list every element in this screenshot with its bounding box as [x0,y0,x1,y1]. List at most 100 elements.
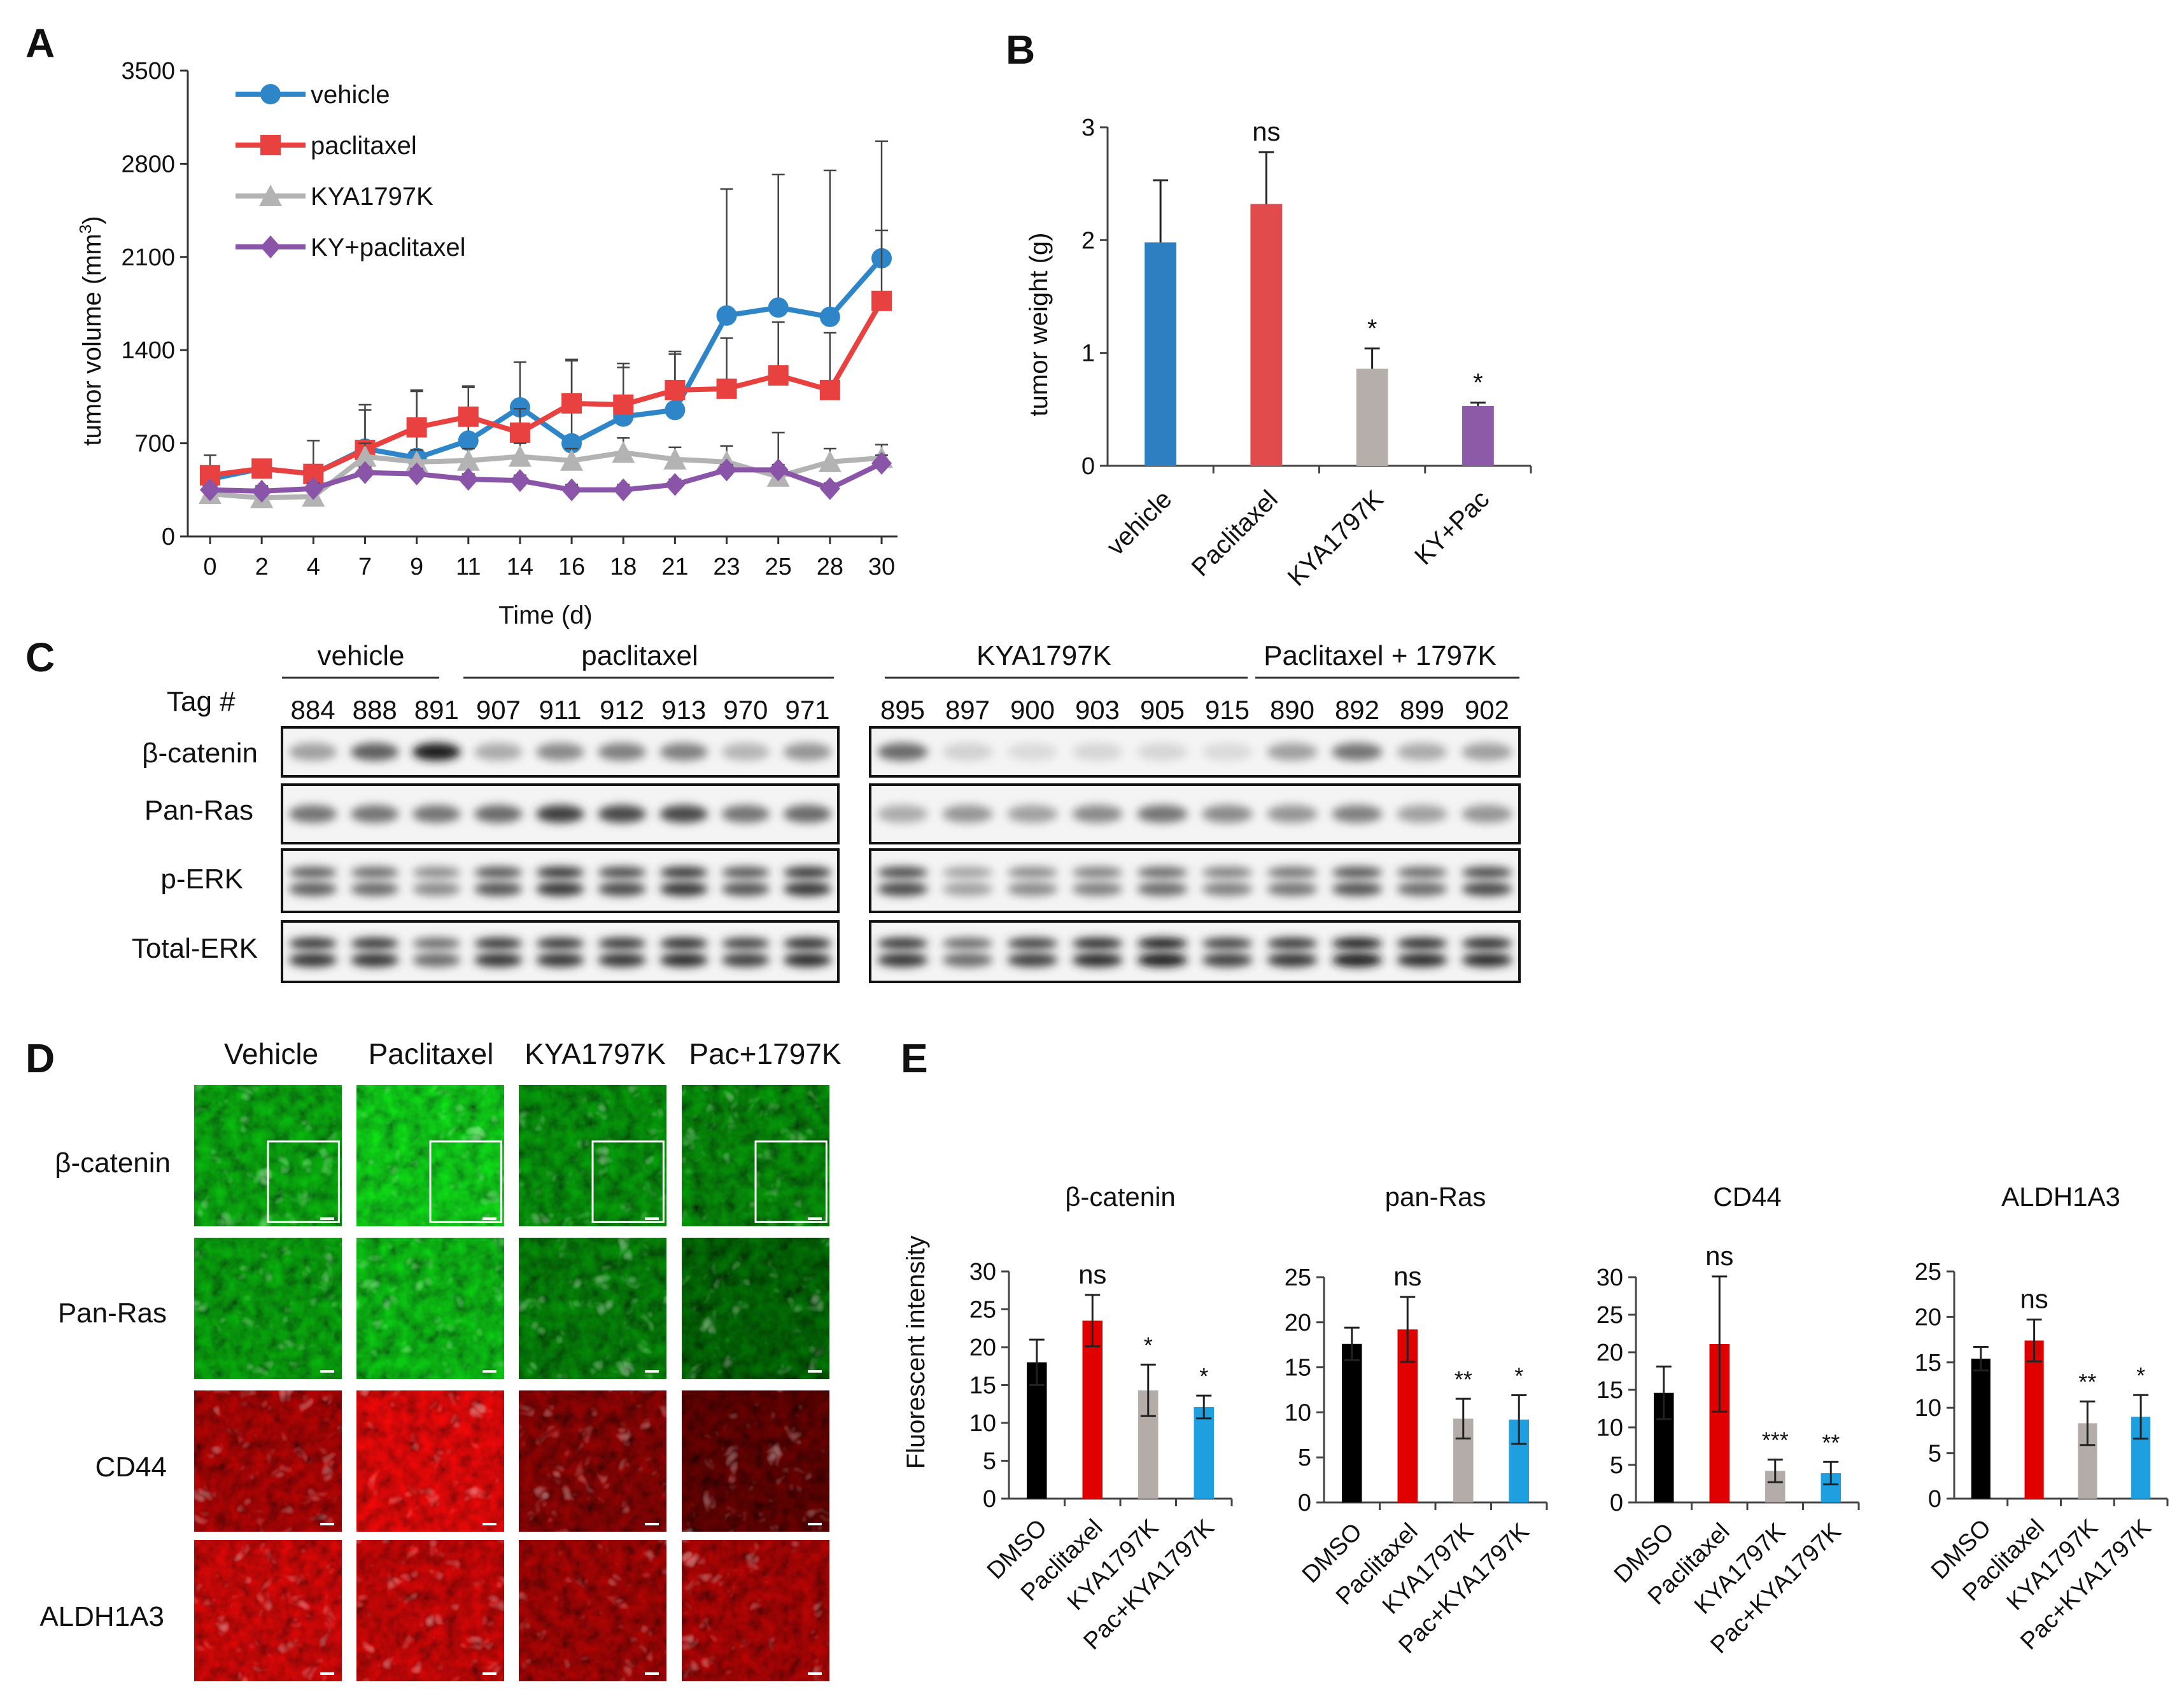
panel-e4-y-tick-label: 10 [1915,1395,1941,1422]
panel-a-point [665,473,686,496]
blot-band [1202,805,1253,823]
panel-e4-y-tick-label: 20 [1915,1304,1941,1331]
blot-tag-number: 902 [1465,695,1509,725]
blot-band [783,743,832,761]
blot-band [659,953,708,967]
panel-e2-bar [1342,1343,1362,1502]
panel-a-x-tick-label: 16 [558,554,585,580]
blot-band [1332,867,1383,878]
panel-a-point [509,397,530,418]
blot-row-label-p-erk: p-ERK [160,864,243,895]
panel-b-significance-label: ns [1252,116,1280,146]
blot-band [536,805,584,823]
panel-a-point [251,458,272,479]
panel-e3-y-tick-label: 10 [1596,1415,1623,1441]
blot-band [1072,953,1123,967]
panel-b-bar [1250,204,1283,466]
panel-e4-y-tick-label: 5 [1928,1441,1941,1467]
panel-a-point [716,458,737,482]
panel-e1-y-tick-label: 25 [969,1297,996,1324]
blot-band [1007,867,1058,878]
blot-band [1397,937,1448,949]
panel-e3-title: CD44 [1713,1182,1781,1212]
blot-tag-label: Tag # [167,686,236,717]
panel-b-bar [1145,242,1177,466]
if-scale-bar [483,1370,497,1373]
panel-a-point [509,469,530,493]
panel-a-series-paclitaxel [200,229,892,486]
blot-band [1072,805,1123,823]
if-row-cd44: CD44 [95,1452,167,1483]
blot-band [1202,882,1253,896]
if-scale-bar [645,1217,659,1220]
panel-a-point [716,378,737,399]
blot-band [1462,867,1512,878]
panel-e1-y-tick-label: 5 [983,1448,996,1475]
panel-e3-y-tick-label: 30 [1596,1264,1623,1291]
blot-band [1137,867,1188,878]
panel-a-point [458,468,479,491]
blot-band [659,937,708,949]
if-column-paclitaxel: Paclitaxel [369,1037,494,1070]
blot-band [412,867,461,878]
blot-band [659,743,708,761]
blot-band [1267,937,1318,949]
blot-band [721,882,770,896]
blot-frame-left [281,848,840,913]
blot-tag-number: 890 [1270,695,1314,725]
if-scale-bar [320,1523,334,1525]
blot-band [783,867,832,878]
panel-e2-significance-label: ns [1393,1261,1421,1291]
blot-band [1332,882,1383,896]
panel-a-point [406,417,427,438]
panel-e1-bar [1082,1320,1103,1499]
blot-band [877,937,928,949]
blot-band [659,805,708,823]
panel-a-legend-marker [259,185,282,206]
blot-band [1137,743,1188,761]
panel-e4-y-tick-label: 0 [1928,1486,1941,1513]
panel-e-bar-charts: Fluorescent intensity 051015202530DMSOns… [902,1182,2169,1659]
blot-tag-number: 915 [1205,695,1250,725]
if-scale-bar [808,1370,822,1373]
panel-a-point [456,449,480,471]
blot-band [474,937,523,949]
panel-e1-y-tick-label: 30 [969,1259,996,1285]
panel-a-point [508,445,532,467]
panel-e2-y-tick-label: 20 [1285,1310,1311,1336]
panel-a-x-tick-label: 23 [713,554,740,580]
blot-band [412,937,461,949]
if-scale-bar [645,1523,659,1525]
if-row-beta-catenin: β-catenin [55,1147,171,1179]
if-image-cell-texture [682,1540,829,1681]
panel-a-legend-label: paclitaxel [311,132,417,160]
panel-b-category-label: KY+Pac [1409,485,1495,570]
blot-tag-number: 912 [600,695,644,725]
blot-band [1462,805,1512,823]
if-image-cell-texture [356,1238,504,1379]
blot-tag-number: 970 [723,695,768,725]
panel-a-series-line [209,299,884,478]
blot-group-kya1797k: KYA1797K [976,640,1111,671]
blot-band [1332,937,1383,949]
panel-e4-significance-label: ** [2078,1369,2096,1395]
panel-a-point [716,305,737,326]
blot-tag-number: 900 [1010,695,1055,725]
blot-tag-number: 913 [661,695,706,725]
panel-a-point [819,379,840,400]
panel-b-y-tick-label: 0 [1081,453,1095,480]
if-column-vehicle: Vehicle [224,1037,318,1070]
blot-band [412,743,461,761]
blot-band [474,867,523,878]
panel-a-point [303,477,324,500]
blot-row-label-total-erk: Total-ERK [132,933,258,964]
panel-a-legend-label: vehicle [311,81,390,109]
blot-band [288,953,337,967]
blot-band [1397,953,1448,967]
blot-band [1267,743,1318,761]
blot-band [1072,937,1123,949]
if-inset-frame [267,1140,340,1223]
blot-band [721,867,770,878]
panel-b-y-tick-label: 1 [1081,340,1095,367]
